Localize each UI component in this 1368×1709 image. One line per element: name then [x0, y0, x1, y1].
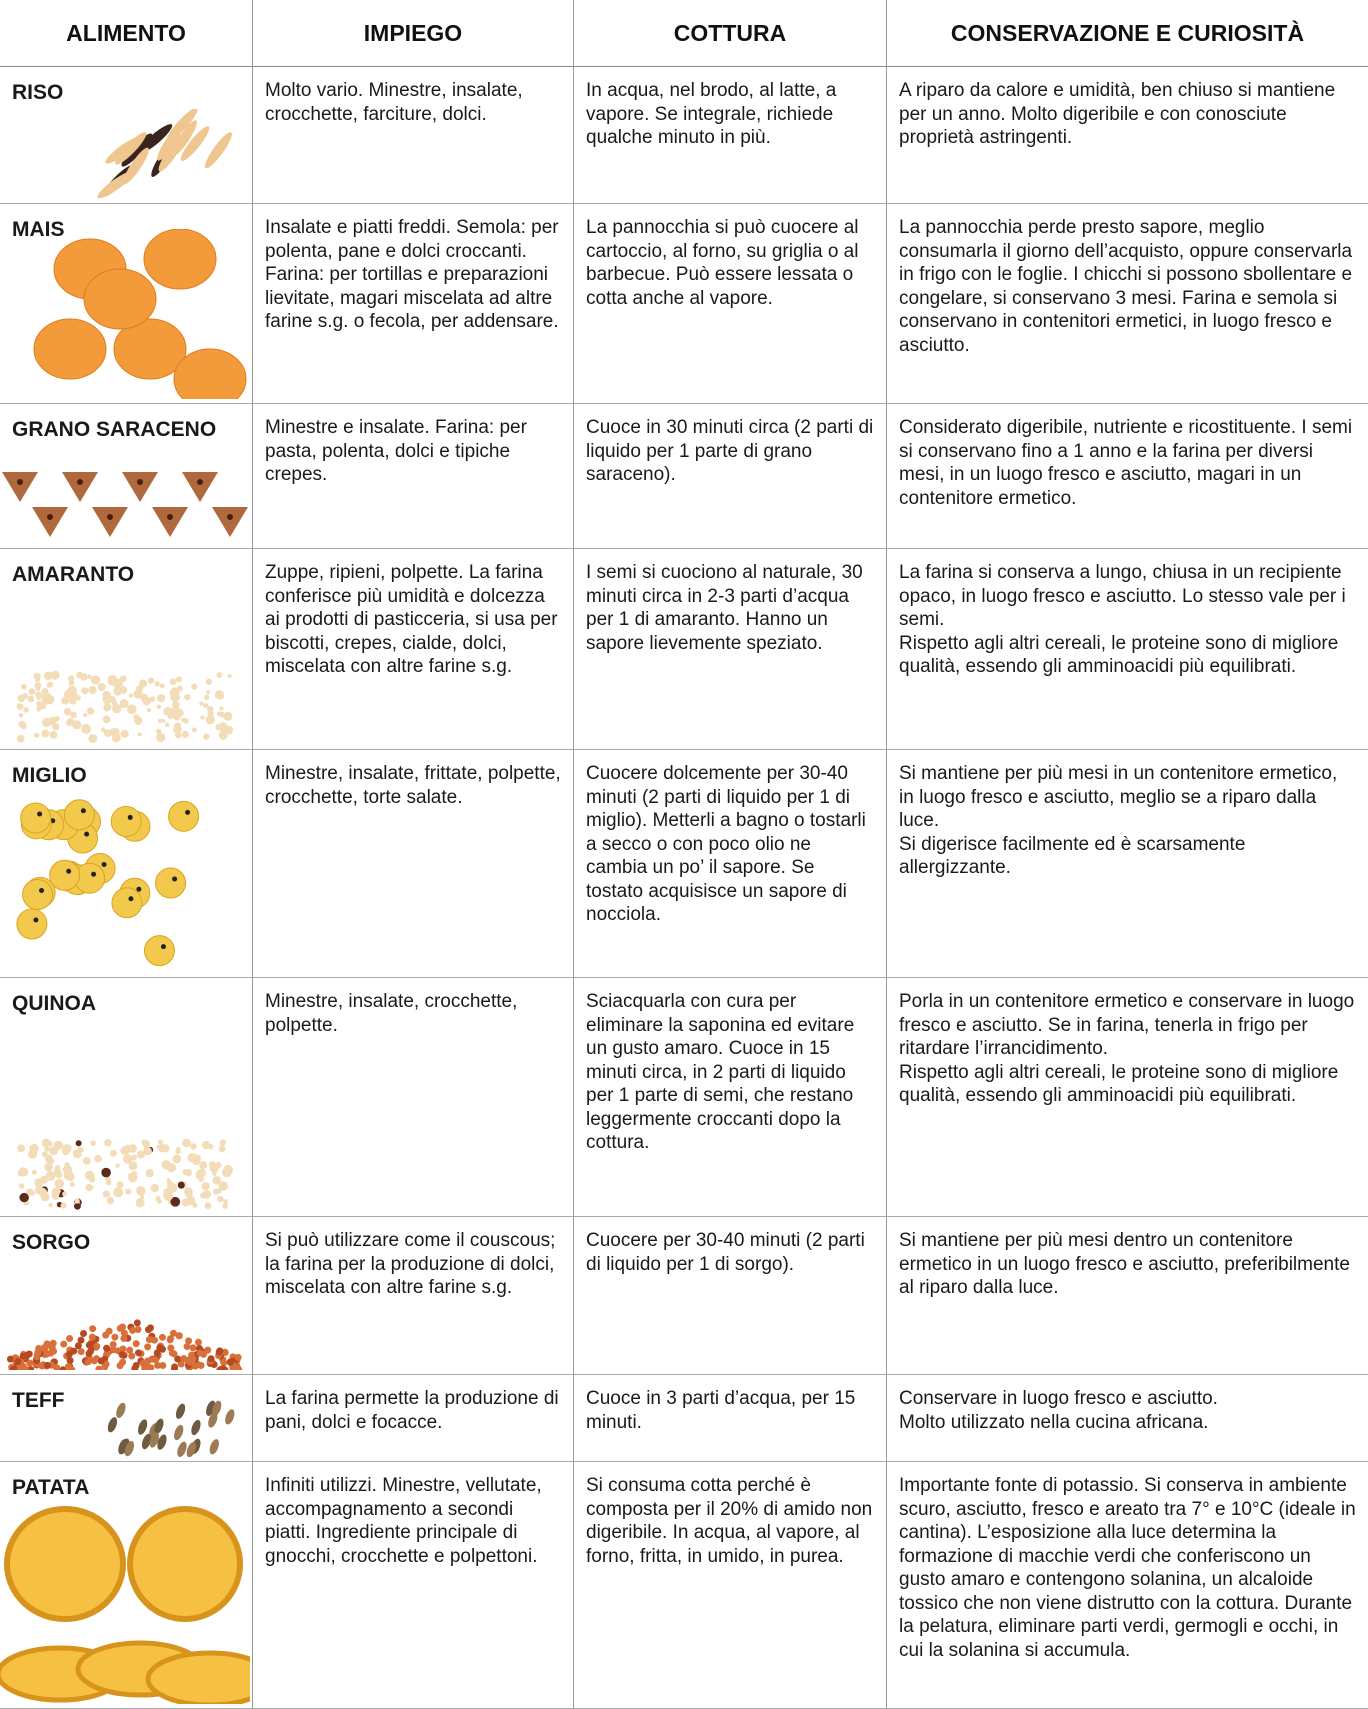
food-name-text: RISO: [12, 81, 64, 104]
cell-text: Porla in un contenitore ermetico e conse…: [886, 978, 1368, 1217]
cell-text: A riparo da calore e umidità, ben chiuso…: [886, 67, 1368, 204]
cell-text: In acqua, nel brodo, al latte, a vapore.…: [573, 67, 886, 204]
food-illustration: [97, 109, 232, 199]
food-name: AMARANTO: [0, 549, 252, 750]
cell-text: Minestre e insalate. Farina: per pasta, …: [252, 404, 573, 549]
cell-text: Si mantiene per più mesi dentro un conte…: [886, 1217, 1368, 1375]
food-name-text: TEFF: [12, 1389, 65, 1412]
food-name: PATATA: [0, 1462, 252, 1709]
column-header: IMPIEGO: [252, 0, 573, 67]
cell-text: La pannocchia si può cuocere al cartocci…: [573, 204, 886, 404]
food-illustration: [6, 1319, 243, 1370]
food-name-text: MAIS: [12, 218, 65, 241]
cell-text: I semi si cuociono al naturale, 30 minut…: [573, 549, 886, 750]
cell-text: Si mantiene per più mesi in un contenito…: [886, 750, 1368, 978]
food-illustration: [107, 1400, 235, 1457]
food-name: MAIS: [0, 204, 252, 404]
cell-text: Si consuma cotta perché è composta per i…: [573, 1462, 886, 1709]
cell-text: La farina permette la produzione di pani…: [252, 1375, 573, 1462]
food-name-text: QUINOA: [12, 992, 96, 1015]
cell-text: Minestre, insalate, crocchette, polpette…: [252, 978, 573, 1217]
food-name: QUINOA: [0, 978, 252, 1217]
column-header: CONSERVAZIONE E CURIOSITÀ: [886, 0, 1368, 67]
food-illustration: [33, 229, 247, 399]
food-name-text: GRANO SARACENO: [12, 418, 217, 441]
cell-text: Cuocere per 30-40 minuti (2 parti di liq…: [573, 1217, 886, 1375]
food-illustration: [17, 1138, 234, 1210]
column-header: COTTURA: [573, 0, 886, 67]
cell-text: La pannocchia perde presto sapore, megli…: [886, 204, 1368, 404]
food-name-text: SORGO: [12, 1231, 91, 1254]
food-name-text: AMARANTO: [12, 563, 135, 586]
column-header: ALIMENTO: [0, 0, 252, 67]
food-name-text: PATATA: [12, 1476, 90, 1499]
cell-text: La farina si conserva a lungo, chiusa in…: [886, 549, 1368, 750]
cell-text: Minestre, insalate, frittate, polpette, …: [252, 750, 573, 978]
cell-text: Zuppe, ripieni, polpette. La farina conf…: [252, 549, 573, 750]
food-name: TEFF: [0, 1375, 252, 1462]
food-name: MIGLIO: [0, 750, 252, 978]
food-name-text: MIGLIO: [12, 764, 87, 787]
cell-text: Cuoce in 3 parti d’acqua, per 15 minuti.: [573, 1375, 886, 1462]
food-name: SORGO: [0, 1217, 252, 1375]
cell-text: Cuocere dolcemente per 30-40 minuti (2 p…: [573, 750, 886, 978]
food-illustration: [0, 1506, 250, 1704]
cell-text: Considerato digeribile, nutriente e rico…: [886, 404, 1368, 549]
cell-text: Conservare in luogo fresco e asciutto. M…: [886, 1375, 1368, 1462]
cell-text: Sciacquarla con cura per eliminare la sa…: [573, 978, 886, 1217]
food-illustration: [16, 670, 234, 743]
cell-text: Infiniti utilizzi. Minestre, vellutate, …: [252, 1462, 573, 1709]
cell-text: Molto vario. Minestre, insalate, crocche…: [252, 67, 573, 204]
cell-text: Insalate e piatti freddi. Semola: per po…: [252, 204, 573, 404]
food-name: GRANO SARACENO: [0, 404, 252, 549]
food-illustration: [2, 472, 248, 537]
cell-text: Importante fonte di potassio. Si conserv…: [886, 1462, 1368, 1709]
cell-text: Si può utilizzare come il couscous; la f…: [252, 1217, 573, 1375]
food-illustration: [16, 799, 200, 967]
food-name: RISO: [0, 67, 252, 204]
cell-text: Cuoce in 30 minuti circa (2 parti di liq…: [573, 404, 886, 549]
